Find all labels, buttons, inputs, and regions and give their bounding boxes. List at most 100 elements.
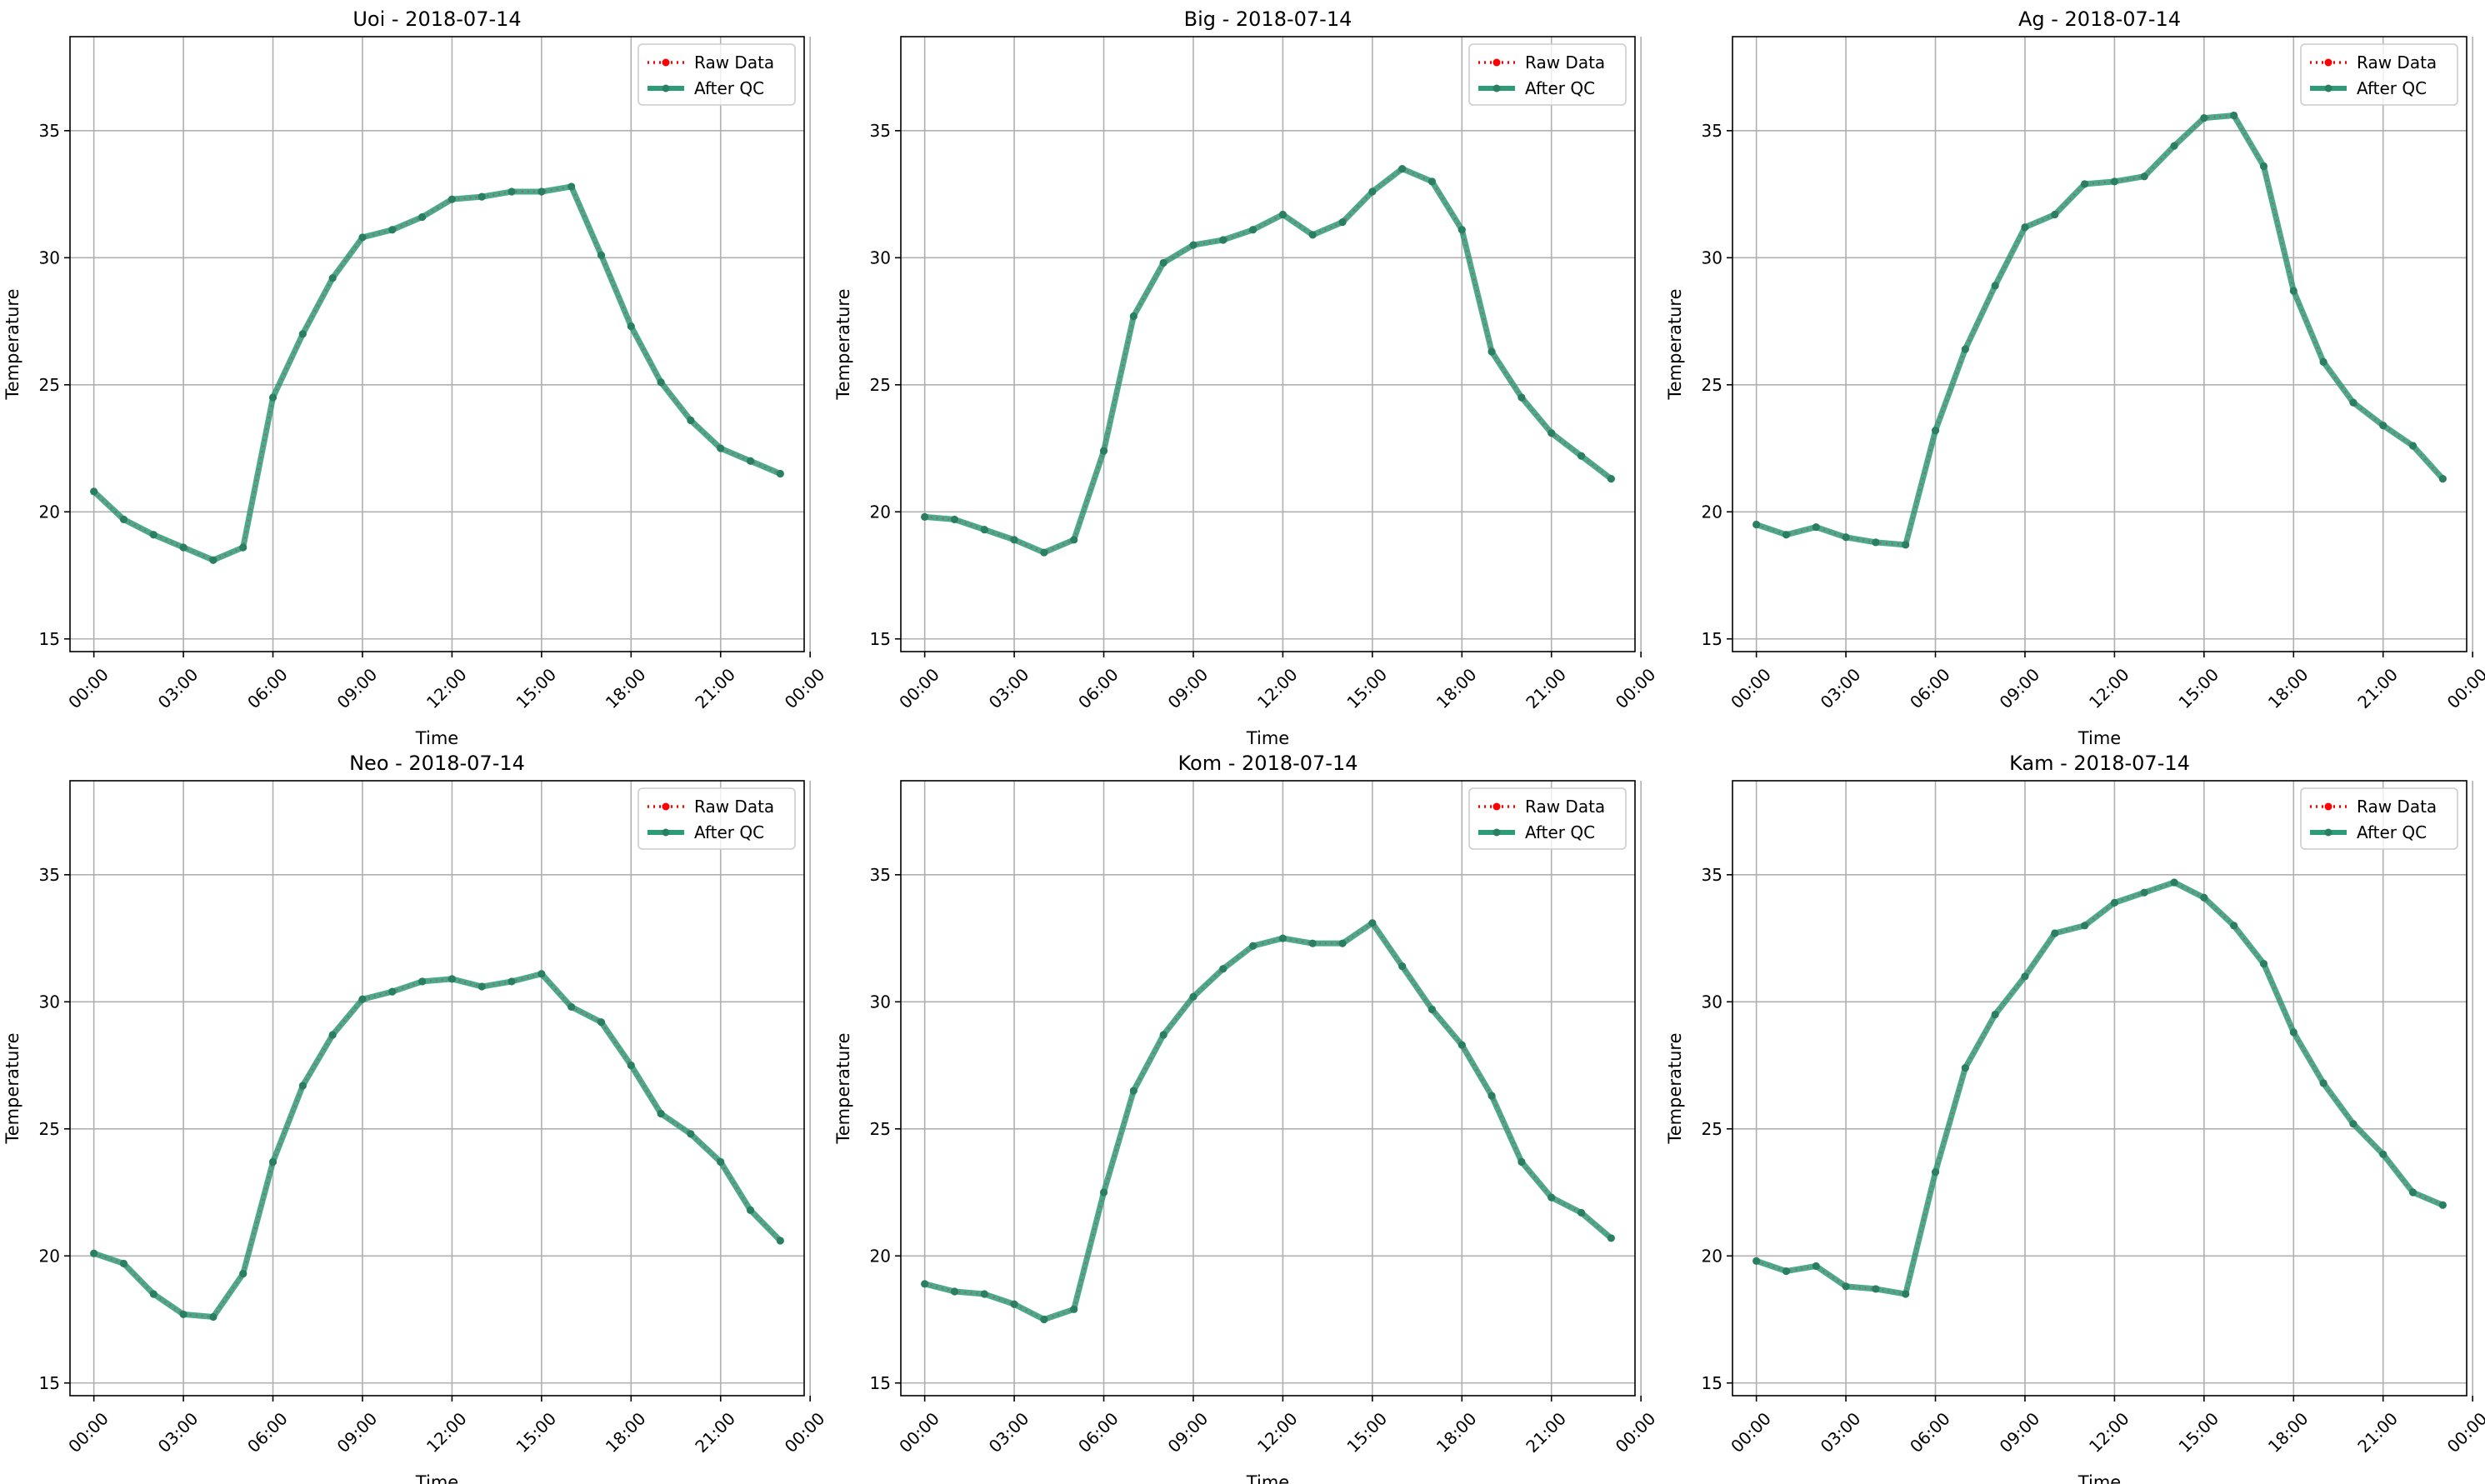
x-tick-label: 03:00: [1817, 1408, 1865, 1457]
after-qc-point: [2140, 888, 2148, 897]
series-line-after-qc: [92, 971, 782, 1320]
after-qc-point: [418, 212, 427, 222]
y-tick-label: 15: [39, 1373, 60, 1393]
legend-marker-after-qc: [662, 84, 670, 92]
x-tick-label: 18:00: [2264, 1408, 2312, 1457]
legend-marker-raw-data: [2324, 802, 2332, 811]
y-tick-label: 30: [1702, 992, 1722, 1012]
after-qc-point: [1548, 1193, 1556, 1202]
after-qc-point: [980, 1290, 988, 1298]
subplot-0: 15 20 25 30 35 00:00 03:00 06:00 09:00 12:00 15:00…: [2, 7, 828, 748]
y-axis-label: Temperature: [2, 1032, 22, 1144]
x-axis-label: Time: [2078, 1472, 2121, 1484]
after-qc-point: [2349, 1120, 2358, 1128]
legend-label-raw-data: Raw Data: [1525, 797, 1605, 817]
x-tick-label: 00:00: [1612, 1408, 1660, 1457]
after-qc-point: [1368, 919, 1377, 927]
after-qc-point: [1458, 1041, 1466, 1049]
after-qc-point: [746, 457, 755, 465]
after-qc-point: [2170, 878, 2178, 887]
subplot-title: Kam - 2018-07-14: [2009, 752, 2190, 775]
y-tick-label: 35: [39, 865, 60, 885]
after-qc-point: [1607, 1234, 1615, 1242]
after-qc-point: [2408, 1188, 2418, 1197]
y-tick-label: 25: [1702, 375, 1722, 395]
x-axis-label: Time: [2078, 728, 2121, 748]
y-axis-label: Temperature: [1665, 1032, 1685, 1144]
legend-marker-after-qc: [1492, 828, 1501, 837]
after-qc-point: [1070, 1305, 1078, 1313]
after-qc-point: [1991, 282, 1999, 290]
x-tick-label: 06:00: [1074, 1408, 1122, 1457]
y-tick-label: 30: [1702, 247, 1722, 267]
x-tick-label: 00:00: [781, 664, 829, 712]
y-axis-label: Temperature: [1665, 288, 1685, 400]
subplot-3: 15 20 25 30 35 00:00 03:00 06:00 09:00 12:00 15:00…: [2, 752, 828, 1484]
after-qc-point: [298, 330, 307, 338]
legend-marker-after-qc: [662, 828, 670, 837]
x-axis-label: Time: [415, 728, 458, 748]
after-qc-point: [657, 378, 665, 387]
x-axis-label: Time: [1246, 1472, 1289, 1484]
after-qc-point: [1010, 1300, 1018, 1308]
y-tick-label: 35: [870, 865, 891, 885]
y-axis-label: Temperature: [833, 288, 853, 400]
x-tick-label: 00:00: [1612, 664, 1660, 712]
after-qc-point: [1842, 533, 1850, 542]
subplot-title: Big - 2018-07-14: [1184, 7, 1352, 31]
x-tick-label: 12:00: [2085, 664, 2133, 712]
after-qc-point: [90, 487, 98, 496]
x-tick-label: 18:00: [2264, 664, 2312, 712]
after-qc-point: [687, 416, 695, 425]
legend: Raw Data After QC: [1468, 787, 1627, 850]
y-tick-label: 25: [870, 1119, 891, 1139]
after-qc-point: [1488, 1092, 1496, 1100]
x-tick-label: 06:00: [1906, 664, 1954, 712]
legend-label-raw-data: Raw Data: [694, 797, 774, 817]
after-qc-point: [1129, 312, 1138, 321]
after-qc-point: [1548, 429, 1556, 437]
after-qc-point: [239, 543, 248, 552]
x-tick-label: 06:00: [1906, 1408, 1954, 1457]
after-qc-point: [268, 1157, 278, 1167]
legend: Raw Data After QC: [1468, 43, 1627, 106]
x-tick-label: 06:00: [243, 664, 292, 712]
after-qc-point: [538, 187, 546, 196]
after-qc-point: [1070, 536, 1078, 544]
x-tick-label: 21:00: [1522, 1408, 1570, 1457]
legend-label-raw-data: Raw Data: [694, 52, 774, 72]
y-tick-label: 35: [870, 121, 891, 141]
y-tick-label: 30: [870, 247, 891, 267]
x-tick-label: 15:00: [2174, 1408, 2222, 1457]
y-tick-label: 20: [870, 1246, 891, 1266]
after-qc-point: [179, 1310, 188, 1319]
after-qc-point: [149, 1290, 158, 1298]
after-qc-point: [1308, 939, 1317, 947]
after-qc-point: [1782, 531, 1791, 539]
after-qc-point: [1428, 1005, 1437, 1014]
after-qc-point: [1782, 1267, 1791, 1276]
after-qc-point: [1308, 231, 1317, 239]
x-tick-label: 00:00: [895, 1408, 943, 1457]
after-qc-point: [2379, 1150, 2388, 1158]
after-qc-point: [508, 977, 516, 986]
after-qc-point: [2408, 442, 2418, 450]
legend-label-after-qc: After QC: [2357, 78, 2427, 98]
y-tick-label: 20: [1702, 1246, 1722, 1266]
after-qc-point: [298, 1082, 307, 1090]
x-tick-label: 12:00: [1253, 1408, 1302, 1457]
after-qc-point: [1129, 1087, 1138, 1095]
y-tick-label: 20: [1702, 502, 1722, 522]
after-qc-point: [1488, 347, 1496, 356]
x-tick-label: 09:00: [333, 1408, 382, 1457]
axes-frame: [69, 780, 805, 1397]
axes-frame: [900, 780, 1636, 1397]
x-tick-label: 18:00: [1432, 664, 1481, 712]
legend-label-after-qc: After QC: [2357, 822, 2427, 842]
after-qc-point: [179, 543, 188, 552]
after-qc-point: [746, 1206, 755, 1214]
after-qc-point: [388, 226, 397, 234]
x-tick-label: 12:00: [1253, 664, 1302, 712]
axes-frame: [69, 36, 805, 652]
after-qc-point: [1812, 1262, 1820, 1271]
